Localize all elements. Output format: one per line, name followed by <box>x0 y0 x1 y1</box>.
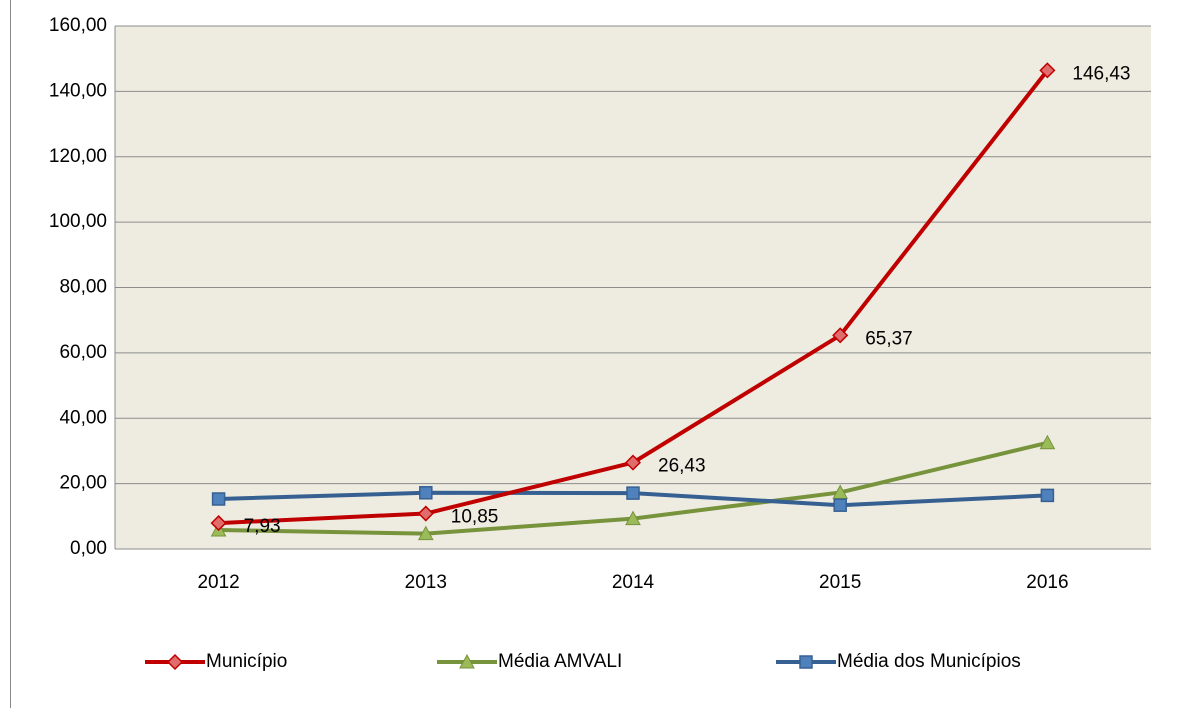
y-tick-label: 60,00 <box>59 342 107 363</box>
x-tick-label: 2016 <box>1026 572 1068 593</box>
marker <box>799 655 813 669</box>
legend-label: Município <box>206 651 287 672</box>
marker <box>417 505 434 522</box>
x-tick-label: 2012 <box>197 572 239 593</box>
y-tick-label: 160,00 <box>49 15 107 36</box>
y-tick-label: 40,00 <box>59 407 107 428</box>
marker <box>1039 434 1056 450</box>
marker <box>625 510 641 526</box>
marker <box>1039 62 1056 79</box>
marker <box>459 653 475 669</box>
y-tick-label: 140,00 <box>49 80 107 101</box>
y-tick-label: 20,00 <box>59 473 107 494</box>
x-tick-label: 2013 <box>405 572 447 593</box>
legend-label: Média AMVALI <box>498 651 622 672</box>
legend-label: Média dos Municípios <box>837 651 1021 672</box>
marker <box>166 653 184 671</box>
data-label: 7,93 <box>244 516 281 537</box>
marker <box>833 498 847 512</box>
data-label: 146,43 <box>1072 63 1130 84</box>
marker <box>419 486 433 500</box>
x-tick-label: 2015 <box>819 572 861 593</box>
y-tick-label: 100,00 <box>49 211 107 232</box>
data-label: 26,43 <box>658 456 706 477</box>
y-tick-label: 0,00 <box>70 538 107 559</box>
x-tick-label: 2014 <box>612 572 655 593</box>
marker <box>832 327 849 344</box>
y-tick-label: 120,00 <box>49 146 107 167</box>
data-label: 10,85 <box>451 507 499 528</box>
marker <box>624 454 642 471</box>
data-label: 65,37 <box>865 328 913 349</box>
marker <box>211 492 226 506</box>
marker <box>626 486 640 500</box>
marker <box>417 525 434 541</box>
y-tick-label: 80,00 <box>59 277 107 298</box>
marker <box>210 515 227 532</box>
marker <box>1040 488 1055 503</box>
